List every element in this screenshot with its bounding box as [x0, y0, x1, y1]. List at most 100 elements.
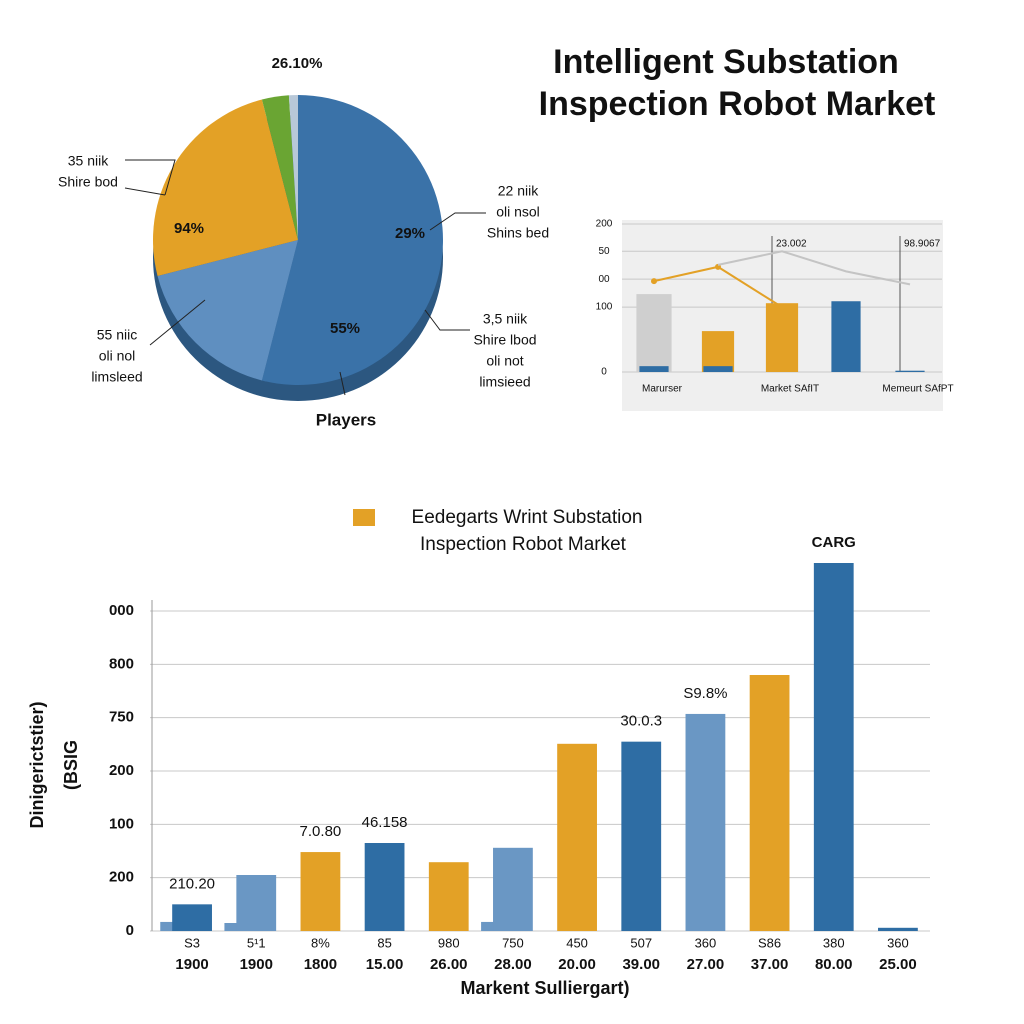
bar	[428, 862, 469, 931]
pie-slice	[288, 95, 298, 240]
y-tick-label: 00	[598, 274, 610, 285]
page-title: Inspection Robot Market	[539, 85, 936, 123]
callout-text: Shins bed	[487, 225, 549, 241]
bar-annotation: 210.20	[169, 875, 215, 892]
bar	[636, 294, 672, 372]
x-tick-sublabel: 1900	[240, 956, 273, 973]
page-title: Intelligent Substation	[553, 43, 899, 81]
y-tick-label: 200	[596, 219, 613, 230]
x-tick-label: 980	[438, 935, 460, 950]
line-series	[717, 250, 911, 286]
x-tick-label: 507	[630, 935, 652, 950]
bar-annotation: CARG	[812, 534, 856, 551]
leader-line	[429, 212, 486, 231]
callout-text: Shire bod	[58, 174, 118, 190]
bar-annotation: 7.0.80	[300, 823, 342, 840]
pie-slice	[261, 95, 298, 240]
bar	[300, 852, 341, 931]
pie-slice	[157, 240, 298, 381]
callout-text: oli nsol	[496, 204, 540, 220]
y-tick-label: 750	[109, 709, 134, 726]
bar	[765, 303, 799, 372]
bar	[685, 713, 726, 931]
x-tick-sublabel: 1800	[304, 956, 337, 973]
pie-caption: Players	[316, 410, 377, 429]
bar-annotation: 46.158	[362, 814, 408, 831]
slice-label: 29%	[395, 225, 425, 242]
y-tick-label: 0	[126, 922, 134, 939]
legend-label: Eedegarts Wrint Substation	[412, 507, 643, 528]
callout-text: 55 niic	[97, 327, 137, 343]
bar	[639, 366, 669, 372]
callout-text: limsieed	[479, 374, 530, 390]
bar	[895, 370, 925, 372]
x-tick-sublabel: 26.00	[430, 956, 468, 973]
line-point	[779, 304, 785, 311]
slice-label: 26.10%	[272, 55, 323, 72]
callout-text: Shire lbod	[473, 332, 536, 348]
x-tick-label: 360	[887, 935, 909, 950]
callout-text: 35 niik	[68, 153, 109, 169]
y-tick-label: 100	[109, 815, 134, 832]
x-tick-sublabel: 15.00	[366, 956, 404, 973]
y-tick-label: 50	[598, 246, 610, 257]
x-tick-sublabel: 39.00	[622, 956, 660, 973]
callout-text: 3,5 niik	[483, 311, 528, 327]
bar	[557, 743, 597, 931]
x-axis-title: Markent Sulliergart)	[460, 978, 629, 998]
bar-annotation: S9.8%	[683, 685, 727, 702]
x-tick-sublabel: 20.00	[558, 956, 596, 973]
slice-label: 94%	[174, 220, 204, 237]
x-tick-label: 5¹1	[247, 935, 266, 950]
x-tick-label: Marurser	[642, 384, 683, 395]
x-tick-sublabel: 80.00	[815, 956, 853, 973]
x-tick-sublabel: 28.00	[494, 956, 532, 973]
leader-line	[149, 299, 206, 346]
y-axis-title: (BSIG	[61, 740, 81, 790]
annotation-text: 23.002	[776, 239, 807, 250]
x-tick-sublabel: 1900	[175, 956, 208, 973]
x-tick-label: Memeurt SAfPT	[882, 384, 953, 395]
x-tick-label: 8%	[311, 935, 330, 950]
slice-label: 55%	[330, 320, 360, 337]
x-tick-sublabel: 25.00	[879, 956, 917, 973]
y-tick-label: 000	[109, 602, 134, 619]
x-tick-label: 450	[566, 935, 588, 950]
callout-text: 22 niik	[498, 183, 539, 199]
leader-line	[339, 371, 346, 396]
bar	[701, 331, 735, 372]
x-tick-label: S3	[184, 935, 200, 950]
x-tick-label: 360	[695, 935, 717, 950]
y-axis-title: Dinigerictstier)	[27, 701, 47, 828]
bar-annotation: 30.0.3	[620, 713, 662, 730]
y-tick-label: 100	[596, 302, 613, 313]
y-tick-label: 200	[109, 869, 134, 886]
callout-text: limsleed	[91, 369, 142, 385]
bar	[621, 741, 662, 931]
bar	[813, 563, 854, 931]
bar	[493, 847, 533, 931]
pie-slice	[261, 94, 444, 385]
line-point	[651, 278, 657, 285]
bar	[878, 927, 918, 931]
bar	[364, 843, 405, 931]
callout-text: oli nol	[99, 348, 136, 364]
leader-line	[424, 309, 470, 331]
callout-text: oli not	[486, 353, 523, 369]
bar	[749, 675, 790, 931]
x-tick-label: 750	[502, 935, 524, 950]
x-tick-label: Market SAfIT	[761, 384, 819, 395]
pie-slice	[152, 99, 298, 277]
x-tick-label: S86	[758, 935, 781, 950]
x-tick-label: 85	[377, 935, 391, 950]
leader-line	[124, 159, 176, 196]
bar	[703, 366, 733, 372]
x-tick-sublabel: 37.00	[751, 956, 789, 973]
bar	[831, 301, 861, 372]
x-tick-sublabel: 27.00	[687, 956, 725, 973]
y-tick-label: 0	[601, 367, 607, 378]
x-tick-label: 380	[823, 935, 845, 950]
legend-label: Inspection Robot Market	[420, 534, 627, 555]
legend-swatch	[353, 509, 375, 526]
